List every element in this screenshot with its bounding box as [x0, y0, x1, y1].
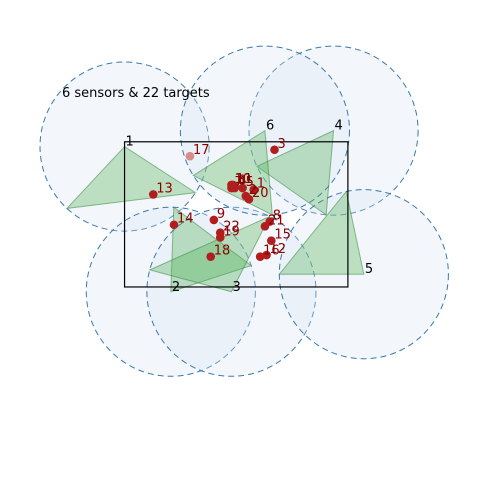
sensor-label: 1 [126, 135, 134, 150]
sensor-sectors [65, 129, 365, 293]
target-point [228, 180, 238, 190]
target-label: 13 [156, 181, 173, 196]
target-label: 9 [217, 207, 225, 222]
target-point [185, 151, 195, 161]
target-label: 5 [246, 175, 254, 190]
sensor-label: 4 [335, 119, 343, 134]
diagram-title: 6 sensors & 22 targets [62, 86, 210, 101]
target-point [169, 220, 179, 230]
target-label: 22 [223, 220, 240, 235]
target-label: 2 [249, 183, 257, 198]
target-point [148, 190, 158, 199]
monitored-region [123, 141, 349, 288]
target-point [209, 215, 219, 225]
target-point [206, 252, 216, 261]
sensor-sector [192, 129, 273, 216]
target-label: 12 [270, 242, 287, 257]
target-label: 19 [223, 225, 240, 240]
target-label: 21 [268, 213, 285, 228]
target-label: 8 [273, 209, 281, 224]
target-label: 10 [234, 172, 251, 187]
target-label: 6 [238, 173, 246, 188]
target-label: 1 [257, 177, 265, 192]
target-label: 17 [193, 143, 210, 158]
target-point [215, 228, 225, 238]
target-label: 18 [214, 244, 231, 259]
target-label: 20 [252, 186, 269, 201]
sensor-label: 2 [172, 280, 180, 295]
target-label: 14 [177, 212, 194, 227]
sensor-sector [255, 129, 335, 216]
target-label: 7 [234, 175, 242, 190]
sensor-sector [65, 145, 197, 210]
target-label: 15 [274, 228, 291, 243]
target-label: 4 [238, 175, 246, 190]
target-point [267, 236, 276, 246]
target-label: 11 [236, 172, 253, 187]
target-point [238, 183, 247, 193]
sensor-sector [278, 190, 365, 275]
target-point [260, 222, 270, 231]
target-label: 3 [278, 137, 286, 152]
target-label: 16 [263, 244, 280, 259]
sensor-label: 6 [266, 119, 274, 134]
target-point [270, 145, 279, 155]
sensor-sector [170, 206, 253, 293]
target-point [244, 194, 254, 204]
target-point [249, 185, 259, 194]
target-point [255, 252, 265, 261]
sensor-label: 5 [365, 262, 373, 277]
sensor-label: 3 [232, 280, 240, 295]
